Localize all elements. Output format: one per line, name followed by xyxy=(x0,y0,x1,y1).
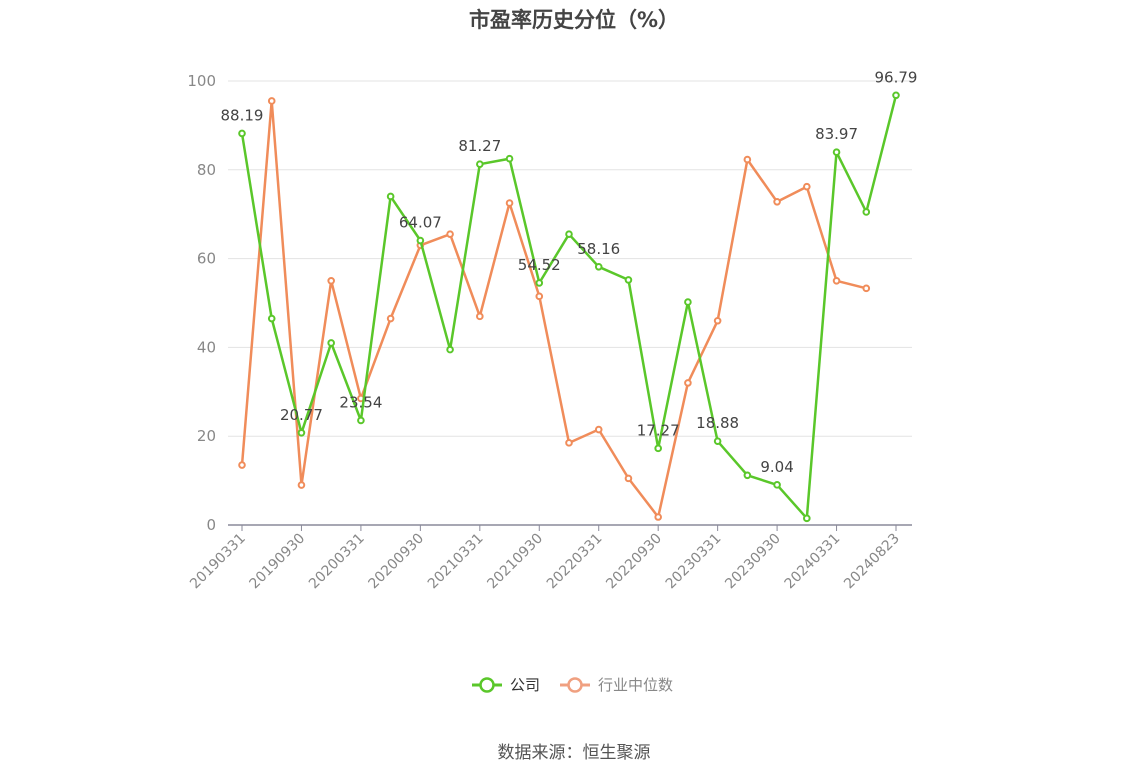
data-label: 81.27 xyxy=(458,137,501,155)
legend-marker xyxy=(567,677,583,693)
data-label: 96.79 xyxy=(875,68,918,86)
data-label: 83.97 xyxy=(815,125,858,143)
x-tick-label: 20220930 xyxy=(603,531,665,593)
data-point xyxy=(713,316,722,325)
data-point xyxy=(803,514,811,523)
data-point xyxy=(535,279,544,287)
legend-item[interactable]: 行业中位数 xyxy=(560,676,673,694)
data-label: 23.54 xyxy=(339,393,382,411)
legend-item[interactable]: 公司 xyxy=(472,676,540,694)
x-tick-label: 20200930 xyxy=(365,531,427,593)
data-point xyxy=(832,148,841,156)
data-point xyxy=(327,277,335,285)
data-point xyxy=(267,97,276,105)
y-tick-label: 0 xyxy=(206,516,216,534)
series-layer xyxy=(238,91,900,523)
data-label: 58.16 xyxy=(577,240,620,258)
data-label: 17.27 xyxy=(637,421,680,439)
data-point xyxy=(267,314,276,323)
data-point xyxy=(446,345,454,354)
y-tick-label: 80 xyxy=(197,161,216,179)
data-point xyxy=(624,276,633,284)
series-industry-median xyxy=(238,97,871,521)
x-tick-label: 20240331 xyxy=(782,531,844,593)
x-tick-label: 20190331 xyxy=(187,531,249,593)
data-point xyxy=(386,314,395,323)
data-point xyxy=(476,312,484,321)
x-tick-label: 20200331 xyxy=(306,531,368,593)
data-label: 88.19 xyxy=(221,106,264,124)
data-point xyxy=(832,277,841,285)
y-tick-label: 100 xyxy=(187,72,216,90)
x-tick-label: 20210930 xyxy=(484,531,546,593)
legend[interactable]: 公司 行业中位数 xyxy=(472,676,673,694)
x-tick-label: 20230331 xyxy=(663,531,725,593)
data-point xyxy=(862,208,871,216)
data-point xyxy=(327,339,335,347)
data-point xyxy=(892,91,900,100)
data-point xyxy=(624,474,633,483)
legend-marker xyxy=(479,677,495,693)
legend-label: 公司 xyxy=(510,676,540,694)
data-label: 20.77 xyxy=(280,406,323,424)
data-point xyxy=(654,444,662,453)
data-point xyxy=(773,481,781,489)
data-point xyxy=(535,292,544,301)
data-point xyxy=(357,416,365,425)
data-point xyxy=(684,379,692,387)
data-point xyxy=(803,182,811,191)
data-point xyxy=(386,192,395,201)
data-point xyxy=(505,199,514,207)
chart-title: 市盈率历史分位（%） xyxy=(468,8,680,32)
data-point xyxy=(565,230,573,238)
y-tick-label: 20 xyxy=(197,427,216,445)
data-point xyxy=(238,461,246,469)
series-line xyxy=(240,99,867,519)
data-label: 9.04 xyxy=(760,458,793,476)
legend-label: 行业中位数 xyxy=(598,676,673,694)
data-point xyxy=(238,129,246,138)
data-point xyxy=(862,284,871,293)
data-point xyxy=(476,160,484,168)
data-point xyxy=(594,425,603,434)
x-tick-label: 20230930 xyxy=(722,531,784,593)
data-label: 64.07 xyxy=(399,214,442,232)
y-tick-label: 40 xyxy=(197,338,216,356)
data-point xyxy=(684,298,692,306)
data-point xyxy=(594,262,603,271)
data-point xyxy=(713,437,722,445)
data-point xyxy=(297,481,306,489)
x-tick-label: 20240823 xyxy=(841,531,903,593)
data-point xyxy=(505,154,514,163)
x-tick-label: 20190930 xyxy=(247,531,309,593)
series-company xyxy=(238,91,900,523)
data-labels: 88.19 20.77 23.54 64.07 81.27 54.52 58.16 17.27… xyxy=(221,68,918,476)
data-label: 18.88 xyxy=(696,414,739,432)
data-point xyxy=(416,236,425,245)
data-label: 54.52 xyxy=(518,256,561,274)
y-tick-label: 60 xyxy=(197,250,216,268)
series-line xyxy=(240,94,898,520)
data-point xyxy=(297,428,306,437)
data-point xyxy=(446,230,454,238)
x-tick-label: 20210331 xyxy=(425,531,487,593)
x-tick-label: 20220331 xyxy=(544,531,606,593)
data-point xyxy=(773,197,781,206)
data-point xyxy=(565,439,573,447)
data-source: 数据来源：恒生聚源 xyxy=(497,743,651,763)
data-point xyxy=(743,471,752,480)
data-point xyxy=(654,513,662,521)
data-point xyxy=(743,155,752,164)
grid-lines xyxy=(228,80,912,437)
